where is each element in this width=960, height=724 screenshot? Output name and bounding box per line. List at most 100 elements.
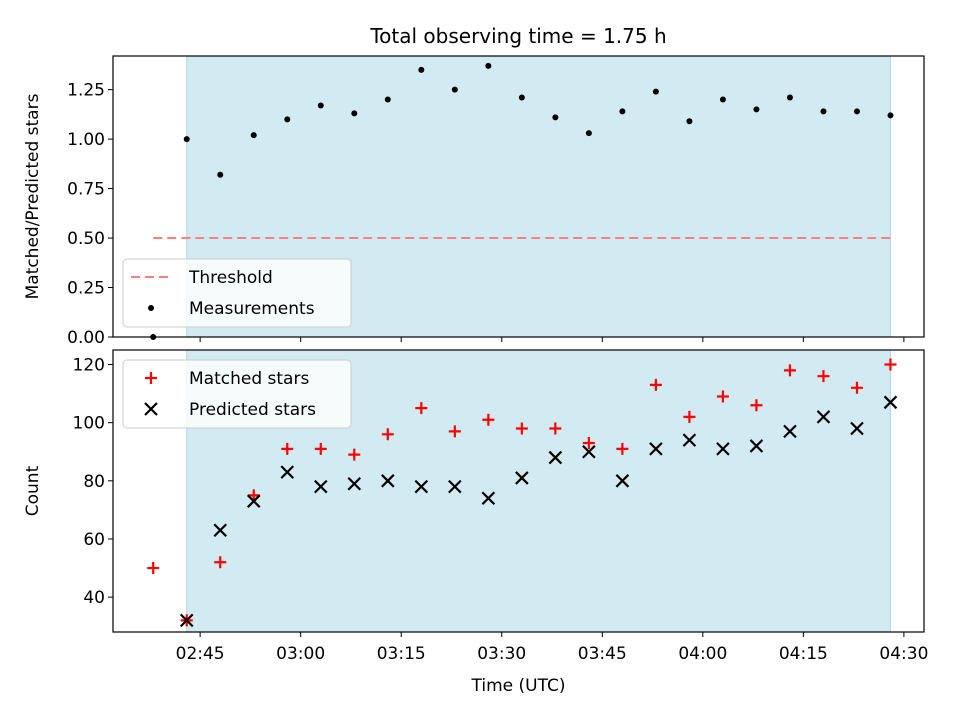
x-tick-label: 04:30 <box>879 644 928 664</box>
predicted-star-point <box>381 474 395 488</box>
panel-2: 40 60 80 100 120 02:45 03:00 03:15 03:30 03:45 04:… <box>23 349 928 696</box>
matched-star-point <box>482 413 495 426</box>
matched-star-point <box>616 442 629 455</box>
measurement-point <box>753 106 760 113</box>
y-tick-label: 120 <box>73 356 105 376</box>
measurement-point <box>284 116 291 123</box>
matched-star-point <box>683 410 696 423</box>
x-axis-label: Time (UTC) <box>471 676 566 696</box>
predicted-star-point <box>716 442 730 456</box>
y-tick-label: 1.25 <box>67 81 105 101</box>
matched-star-point <box>214 556 227 569</box>
predicted-star-point <box>548 450 563 465</box>
y-tick-label: 60 <box>83 530 105 550</box>
matched-star-point <box>716 390 729 403</box>
y-tick-label: 1.00 <box>67 130 105 150</box>
predicted-star-point <box>515 471 529 485</box>
legend-label: Predicted stars <box>189 400 316 420</box>
matched-star-point <box>582 437 595 450</box>
predicted-star-point <box>213 523 228 538</box>
matched-star-point <box>750 399 763 412</box>
series-measurements <box>150 62 894 340</box>
predicted-star-point <box>414 479 429 494</box>
plot-frame <box>112 349 925 633</box>
legend-measurement-swatch <box>148 305 154 311</box>
measurement-point <box>585 130 592 137</box>
series-predicted-stars <box>179 395 898 628</box>
predicted-star-point <box>313 479 328 494</box>
y-axis-label: Count <box>23 465 43 516</box>
measurement-point <box>183 136 190 143</box>
predicted-star-point <box>649 442 663 456</box>
matched-star-point <box>850 381 863 394</box>
legend-predicted-swatch <box>144 402 158 416</box>
panel-1: 0.00 0.25 0.50 0.75 1.00 1.25 Threshold Measure… <box>23 24 925 348</box>
measurement-point <box>619 108 626 115</box>
legend: Threshold Measurements <box>122 258 352 328</box>
y-tick-label: 100 <box>73 414 105 434</box>
measurement-point <box>786 94 793 101</box>
legend-box <box>122 258 352 328</box>
measurement-point <box>250 132 257 139</box>
y-tick-label: 0.25 <box>67 279 105 299</box>
plot-frame <box>112 55 925 338</box>
predicted-star-point <box>749 439 764 453</box>
measurement-point <box>217 171 224 178</box>
predicted-star-point <box>783 424 797 439</box>
y-tick-label: 0.00 <box>67 328 105 348</box>
legend-label: Measurements <box>189 299 315 319</box>
matched-star-point <box>649 378 662 391</box>
measurement-point <box>485 62 492 69</box>
legend-label: Matched stars <box>189 369 309 389</box>
measurement-point <box>518 94 525 101</box>
measurement-point <box>552 114 559 121</box>
predicted-star-point <box>280 465 295 479</box>
measurement-point <box>652 88 659 95</box>
x-tick-label: 02:45 <box>176 644 225 664</box>
x-tick-label: 04:00 <box>678 644 727 664</box>
matched-star-point <box>147 562 160 575</box>
measurement-point <box>686 118 693 125</box>
x-tick-label: 03:30 <box>477 644 526 664</box>
matched-star-point <box>314 442 327 455</box>
predicted-star-point <box>481 491 496 506</box>
series-matched-stars <box>147 358 897 627</box>
matched-star-point <box>783 364 796 377</box>
predicted-star-point <box>246 494 261 508</box>
legend-label: Threshold <box>188 268 273 288</box>
y-tick-label: 40 <box>83 588 105 608</box>
predicted-star-point <box>347 476 362 491</box>
predicted-star-point <box>179 613 194 628</box>
x-tick-label: 04:15 <box>779 644 828 664</box>
x-tick-label: 03:00 <box>276 644 325 664</box>
matched-star-point <box>448 425 461 438</box>
measurement-point <box>853 108 860 115</box>
y-tick-label: 0.50 <box>67 229 105 249</box>
legend-box <box>122 359 352 429</box>
predicted-star-point <box>883 395 898 410</box>
measurement-point <box>317 102 324 109</box>
measurement-point <box>451 86 458 93</box>
measurement-point <box>719 96 726 103</box>
matched-star-point <box>884 358 897 371</box>
y-axis-label: Matched/Predicted stars <box>23 93 43 299</box>
matched-star-point <box>247 489 260 502</box>
predicted-star-point <box>615 474 630 488</box>
legend-matched-swatch <box>145 372 157 384</box>
matched-star-point <box>381 428 394 441</box>
predicted-star-point <box>582 444 596 459</box>
x-tick-label: 03:45 <box>578 644 627 664</box>
matched-star-point <box>549 422 562 435</box>
predicted-star-point <box>850 421 864 436</box>
matched-star-point <box>817 370 830 383</box>
chart-title: Total observing time = 1.75 h <box>369 24 666 48</box>
matched-star-point <box>415 402 428 415</box>
predicted-star-point <box>682 433 697 447</box>
predicted-star-point <box>448 479 462 494</box>
matched-star-point <box>281 442 294 455</box>
predicted-star-point <box>816 410 831 424</box>
legend: Matched stars Predicted stars <box>122 359 352 429</box>
y-tick-label: 0.75 <box>67 180 105 200</box>
